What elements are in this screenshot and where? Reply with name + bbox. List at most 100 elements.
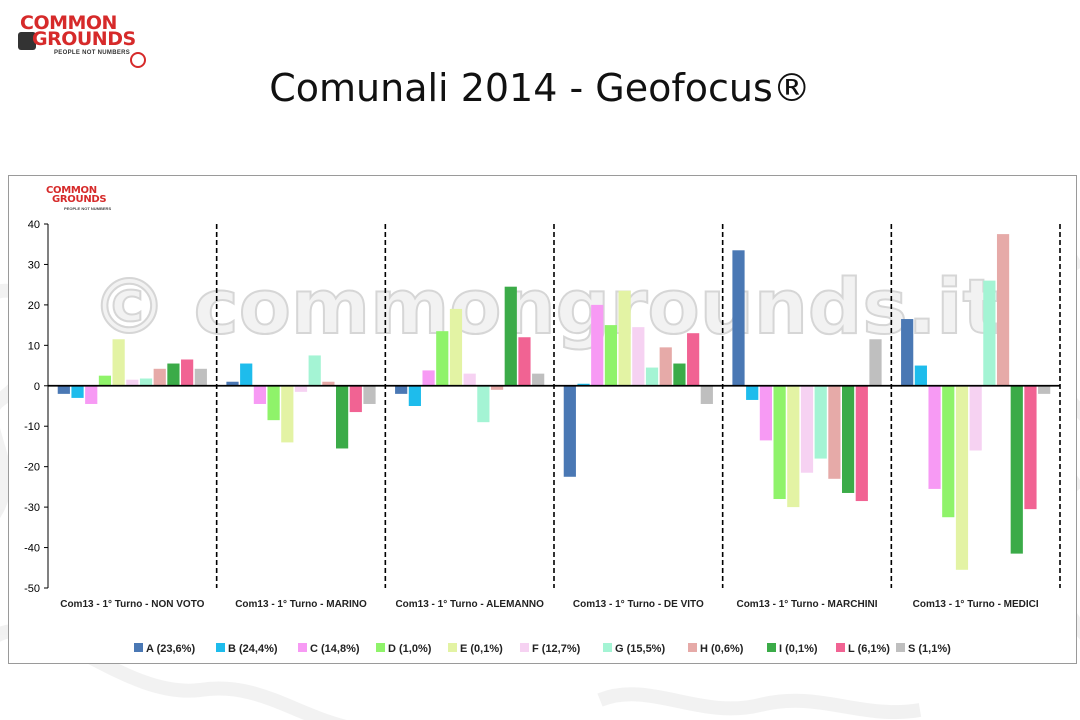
bar [563, 385, 576, 477]
bar [294, 385, 308, 392]
legend-label: I (0,1%) [779, 643, 818, 655]
legend-label: G (15,5%) [615, 643, 665, 655]
bar [267, 385, 280, 421]
bar [181, 359, 194, 386]
bar [477, 385, 490, 423]
bar [490, 385, 504, 390]
bar [308, 355, 321, 386]
bar [787, 385, 800, 508]
camera-icon [18, 32, 36, 50]
y-tick-label: 40 [28, 219, 40, 231]
bar [645, 367, 659, 386]
bar [532, 373, 545, 386]
chart-logo: COMMON GROUNDS PEOPLE NOT NUMBERS [44, 186, 124, 218]
legend-label: S (1,1%) [908, 643, 951, 655]
bar [969, 385, 982, 451]
bar [800, 385, 814, 473]
bar [1010, 385, 1023, 554]
y-tick-label: -30 [24, 502, 40, 514]
bar [449, 308, 463, 386]
bar [773, 385, 786, 500]
chart-logo-line1: COMMON [46, 185, 97, 196]
legend-swatch [767, 643, 776, 652]
bar [901, 319, 914, 386]
bar [57, 385, 70, 394]
bar [126, 379, 139, 386]
chart-logo-line2: GROUNDS [52, 194, 107, 205]
commongrounds-logo: COMMON GROUNDS PEOPLE NOT NUMBERS [18, 12, 158, 68]
legend-label: L (6,1%) [848, 643, 890, 655]
bar [504, 286, 517, 386]
y-tick-label: -10 [24, 421, 40, 433]
legend-swatch [688, 643, 697, 652]
bar [422, 370, 435, 386]
bar [463, 373, 476, 386]
chart-logo-tagline: PEOPLE NOT NUMBERS [64, 206, 112, 211]
bar [673, 363, 686, 386]
legend-label: H (0,6%) [700, 643, 744, 655]
bar [85, 385, 98, 404]
bar [814, 385, 827, 459]
bar [732, 250, 745, 386]
bar [253, 385, 266, 404]
bar [322, 381, 335, 386]
watermark-text: © commongrounds.it [91, 262, 999, 351]
bar [194, 368, 207, 386]
category-label: Com13 - 1° Turno - MARINO [235, 599, 367, 610]
logo-line2: GROUNDS [32, 28, 136, 50]
bar [618, 290, 631, 386]
y-tick-label: -50 [24, 583, 40, 595]
bar [98, 375, 112, 386]
category-label: Com13 - 1° Turno - ALEMANNO [395, 599, 544, 610]
bar [577, 383, 590, 386]
bar [436, 331, 449, 386]
bar [996, 234, 1010, 386]
legend-swatch [216, 643, 225, 652]
bar [942, 385, 955, 518]
bar [759, 385, 772, 441]
bar [281, 385, 294, 443]
legend-swatch [896, 643, 905, 652]
category-label: Com13 - 1° Turno - MEDICI [913, 599, 1039, 610]
bar [349, 385, 362, 413]
y-tick-label: -20 [24, 462, 40, 474]
chart-frame [8, 175, 1077, 664]
bar [746, 385, 759, 400]
bar [983, 280, 996, 386]
category-label: Com13 - 1° Turno - NON VOTO [60, 599, 204, 610]
legend-label: B (24,4%) [228, 643, 278, 655]
legend-swatch [448, 643, 457, 652]
bar [240, 363, 253, 386]
logo-tagline: PEOPLE NOT NUMBERS [54, 50, 131, 56]
bar [408, 385, 421, 406]
bar [591, 304, 604, 386]
bar [518, 337, 531, 386]
bar [855, 385, 868, 502]
legend-swatch [836, 643, 845, 652]
y-tick-label: 20 [28, 300, 40, 312]
bar [1038, 385, 1051, 394]
target-icon [130, 52, 146, 68]
bar [914, 365, 927, 386]
y-tick-label: 0 [34, 381, 40, 393]
legend-label: C (14,8%) [310, 643, 360, 655]
bar [687, 333, 700, 386]
legend-swatch [376, 643, 385, 652]
bar [928, 385, 941, 489]
category-label: Com13 - 1° Turno - MARCHINI [736, 599, 877, 610]
bar [1024, 385, 1037, 510]
bar [226, 381, 239, 386]
legend-swatch [134, 643, 143, 652]
bar [659, 347, 672, 386]
bar [153, 368, 166, 386]
bar [336, 385, 349, 449]
slide-title: Comunali 2014 - Geofocus® [269, 66, 811, 110]
bar [363, 385, 376, 404]
bar [112, 339, 125, 386]
bar [700, 385, 713, 404]
bar [71, 385, 84, 398]
category-label: Com13 - 1° Turno - DE VITO [573, 599, 704, 610]
legend-label: F (12,7%) [532, 643, 581, 655]
legend-swatch [520, 643, 529, 652]
